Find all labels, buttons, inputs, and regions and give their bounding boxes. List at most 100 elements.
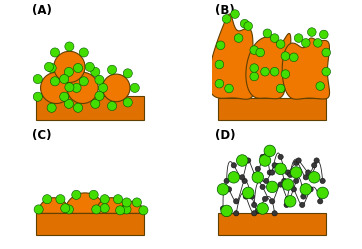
Circle shape: [222, 14, 231, 23]
Circle shape: [302, 39, 310, 47]
Circle shape: [240, 19, 249, 28]
Circle shape: [123, 69, 132, 78]
Bar: [36, 213, 144, 235]
Circle shape: [306, 170, 311, 175]
Circle shape: [282, 178, 287, 184]
Circle shape: [220, 206, 226, 211]
Polygon shape: [38, 198, 70, 213]
Circle shape: [45, 62, 54, 71]
Circle shape: [98, 83, 108, 92]
Circle shape: [255, 166, 260, 172]
Circle shape: [281, 52, 290, 61]
Circle shape: [296, 158, 301, 163]
Text: (C): (C): [32, 129, 52, 142]
Circle shape: [79, 48, 88, 57]
Circle shape: [85, 62, 94, 71]
Circle shape: [320, 178, 325, 184]
Circle shape: [67, 72, 98, 104]
Circle shape: [33, 92, 42, 101]
Circle shape: [252, 172, 264, 183]
Circle shape: [303, 175, 308, 180]
Circle shape: [264, 145, 275, 157]
Circle shape: [249, 194, 254, 199]
Bar: [218, 213, 326, 235]
Circle shape: [281, 70, 290, 78]
Circle shape: [278, 182, 283, 187]
Circle shape: [95, 91, 104, 101]
Circle shape: [320, 30, 328, 39]
Circle shape: [91, 67, 100, 76]
Text: (A): (A): [32, 4, 52, 17]
Circle shape: [260, 154, 265, 160]
Circle shape: [313, 39, 322, 47]
Circle shape: [64, 205, 73, 214]
Polygon shape: [282, 38, 329, 99]
Circle shape: [244, 22, 253, 30]
Circle shape: [312, 163, 317, 168]
Circle shape: [54, 51, 85, 82]
Circle shape: [56, 195, 65, 204]
Circle shape: [308, 187, 313, 192]
Circle shape: [240, 175, 245, 180]
Circle shape: [317, 187, 328, 199]
Circle shape: [300, 184, 312, 195]
Circle shape: [64, 67, 73, 76]
Circle shape: [47, 103, 56, 112]
Bar: [36, 96, 144, 120]
Circle shape: [322, 67, 331, 76]
Circle shape: [255, 208, 260, 214]
Circle shape: [322, 48, 331, 57]
Circle shape: [272, 163, 277, 168]
Circle shape: [60, 74, 69, 84]
Circle shape: [307, 28, 316, 36]
Circle shape: [231, 163, 236, 168]
Circle shape: [290, 53, 298, 62]
Circle shape: [108, 65, 117, 74]
Circle shape: [226, 187, 232, 192]
Circle shape: [73, 63, 83, 72]
Circle shape: [216, 41, 225, 50]
Circle shape: [250, 64, 258, 72]
Circle shape: [264, 178, 269, 184]
Circle shape: [242, 178, 247, 184]
Circle shape: [89, 190, 98, 199]
Circle shape: [64, 99, 73, 108]
Circle shape: [317, 199, 323, 204]
Polygon shape: [96, 198, 127, 213]
Circle shape: [225, 84, 233, 93]
Circle shape: [287, 172, 293, 178]
Circle shape: [217, 184, 229, 195]
Circle shape: [33, 74, 42, 84]
Circle shape: [41, 72, 72, 104]
Circle shape: [72, 83, 81, 92]
Text: (D): (D): [215, 129, 235, 142]
Circle shape: [272, 211, 277, 216]
Circle shape: [270, 199, 275, 204]
Circle shape: [233, 211, 239, 216]
Circle shape: [294, 178, 299, 184]
Circle shape: [73, 103, 83, 112]
Circle shape: [233, 199, 239, 204]
Circle shape: [50, 77, 59, 86]
Circle shape: [285, 196, 290, 201]
Circle shape: [252, 211, 257, 216]
Circle shape: [100, 195, 109, 204]
Circle shape: [253, 172, 258, 178]
Circle shape: [256, 48, 265, 57]
Circle shape: [250, 46, 258, 55]
Circle shape: [234, 34, 243, 42]
Circle shape: [215, 60, 224, 69]
Circle shape: [34, 205, 43, 214]
Circle shape: [257, 203, 268, 214]
Circle shape: [282, 179, 294, 190]
Polygon shape: [209, 14, 256, 99]
Circle shape: [259, 155, 271, 166]
Circle shape: [260, 184, 265, 189]
Circle shape: [250, 72, 258, 81]
Circle shape: [215, 79, 224, 88]
Circle shape: [123, 98, 132, 107]
Circle shape: [291, 187, 296, 192]
Circle shape: [243, 194, 248, 199]
Circle shape: [139, 206, 148, 215]
Circle shape: [308, 172, 320, 183]
